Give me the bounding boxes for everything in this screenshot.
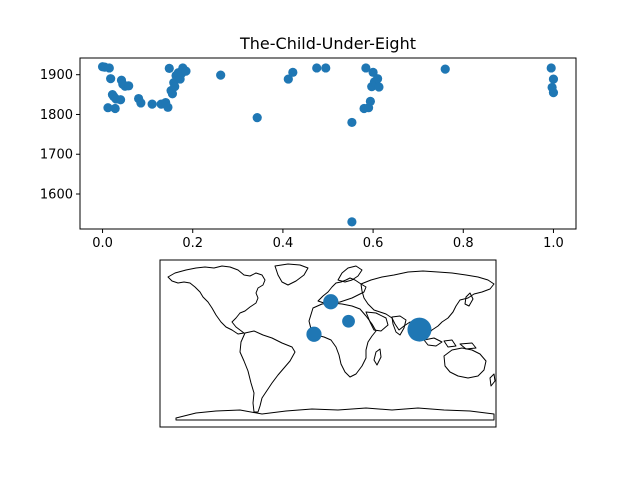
map-bubble bbox=[342, 314, 355, 328]
scatter-point bbox=[361, 63, 371, 73]
coastline-japan bbox=[464, 292, 474, 307]
scatter-point bbox=[347, 217, 357, 227]
coastline-north-america bbox=[167, 265, 266, 335]
coastline-scandinavia bbox=[337, 265, 363, 283]
plot-frame bbox=[79, 57, 577, 230]
x-axis: 0.0 0.2 0.4 0.6 0.8 1.0 bbox=[92, 229, 564, 251]
coastline-arabia bbox=[365, 311, 389, 332]
scatter-point bbox=[312, 63, 322, 73]
coastline-madagascar bbox=[373, 348, 382, 366]
scatter-point bbox=[147, 99, 157, 109]
scatter-point bbox=[288, 67, 298, 77]
scatter-point bbox=[374, 82, 384, 92]
scatter-point bbox=[124, 81, 134, 91]
x-tick-label: 0.8 bbox=[453, 236, 474, 251]
coastline-new-zealand bbox=[489, 373, 496, 387]
scatter-point bbox=[167, 89, 178, 99]
coastline-greenland bbox=[274, 263, 309, 286]
coastline-indonesia bbox=[423, 337, 477, 350]
map-bubbles bbox=[306, 294, 432, 342]
scatter-point bbox=[440, 64, 450, 74]
scatter-point bbox=[321, 63, 331, 73]
map-chart bbox=[159, 259, 497, 428]
scatter-point bbox=[347, 117, 357, 128]
map-bubble bbox=[323, 294, 339, 310]
scatter-point bbox=[548, 87, 559, 98]
scatter-point bbox=[163, 102, 173, 112]
coastline-india bbox=[391, 315, 407, 336]
scatter-point bbox=[252, 113, 262, 123]
scatter-point bbox=[181, 66, 191, 76]
scatter-point bbox=[368, 67, 378, 77]
scatter-point bbox=[115, 95, 126, 105]
scatter-point bbox=[365, 96, 375, 106]
scatter-point bbox=[216, 70, 226, 80]
scatter-point bbox=[283, 74, 293, 84]
scatter-point bbox=[103, 103, 113, 113]
y-tick-label: 1900 bbox=[40, 68, 73, 83]
x-tick-label: 0.2 bbox=[182, 236, 203, 251]
map-bubble bbox=[407, 317, 432, 342]
coastline-africa bbox=[308, 302, 377, 378]
scatter-point bbox=[110, 103, 120, 114]
scatter-point bbox=[104, 63, 114, 73]
coastlines bbox=[167, 263, 496, 421]
scatter-point bbox=[164, 63, 174, 73]
coastline-asia bbox=[360, 270, 495, 337]
chart-title: The-Child-Under-Eight bbox=[239, 34, 416, 53]
scatter-point bbox=[106, 74, 116, 84]
map-bubble bbox=[306, 326, 322, 342]
coastline-south-america bbox=[239, 330, 296, 413]
y-axis: 1600 1700 1800 1900 bbox=[40, 68, 80, 203]
scatter-point bbox=[548, 74, 559, 84]
scatter-point bbox=[373, 74, 383, 84]
coastline-antarctica bbox=[175, 407, 495, 421]
x-tick-label: 0.6 bbox=[363, 236, 384, 251]
x-tick-label: 1.0 bbox=[543, 236, 564, 251]
x-tick-label: 0.4 bbox=[273, 236, 294, 251]
y-tick-label: 1600 bbox=[40, 188, 73, 203]
coastline-australia bbox=[443, 347, 487, 379]
x-tick-label: 0.0 bbox=[92, 236, 113, 251]
scatter-point bbox=[170, 82, 180, 92]
scatter-point bbox=[546, 63, 556, 73]
y-tick-label: 1700 bbox=[40, 148, 73, 163]
map-frame bbox=[159, 259, 497, 428]
scatter-chart: The-Child-Under-Eight 0.0 0.2 0.4 0.6 0.8 1.0… bbox=[40, 34, 577, 251]
scatter-point bbox=[136, 98, 146, 108]
y-tick-label: 1800 bbox=[40, 108, 73, 123]
scatter-points bbox=[97, 62, 559, 227]
